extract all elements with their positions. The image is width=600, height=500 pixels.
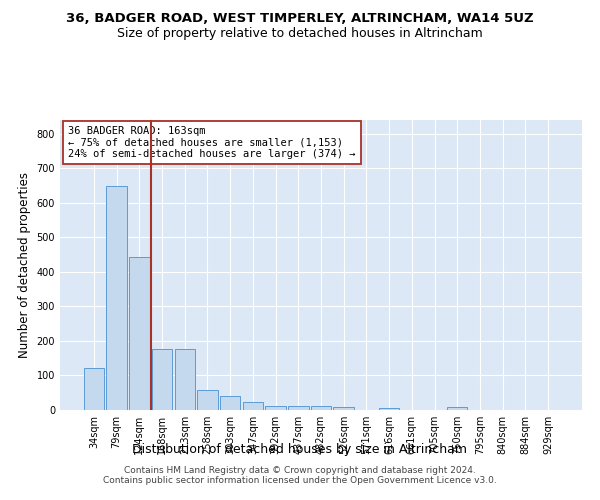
Bar [84,368,104,410]
Bar [311,406,331,410]
Bar [197,390,218,410]
Bar [175,348,195,410]
Bar [265,406,286,410]
Text: 36 BADGER ROAD: 163sqm
← 75% of detached houses are smaller (1,153)
24% of semi-: 36 BADGER ROAD: 163sqm ← 75% of detached… [68,126,355,159]
Bar [379,408,400,410]
Y-axis label: Number of detached properties: Number of detached properties [18,172,31,358]
Text: 36, BADGER ROAD, WEST TIMPERLEY, ALTRINCHAM, WA14 5UZ: 36, BADGER ROAD, WEST TIMPERLEY, ALTRINC… [66,12,534,26]
Text: Size of property relative to detached houses in Altrincham: Size of property relative to detached ho… [117,28,483,40]
Text: Distribution of detached houses by size in Altrincham: Distribution of detached houses by size … [133,442,467,456]
Bar [447,407,467,410]
Bar [334,407,354,410]
Bar [242,402,263,410]
Bar [220,396,241,410]
Bar [129,258,149,410]
Text: Contains HM Land Registry data © Crown copyright and database right 2024.
Contai: Contains HM Land Registry data © Crown c… [103,466,497,485]
Bar [288,406,308,410]
Bar [152,348,172,410]
Bar [106,186,127,410]
